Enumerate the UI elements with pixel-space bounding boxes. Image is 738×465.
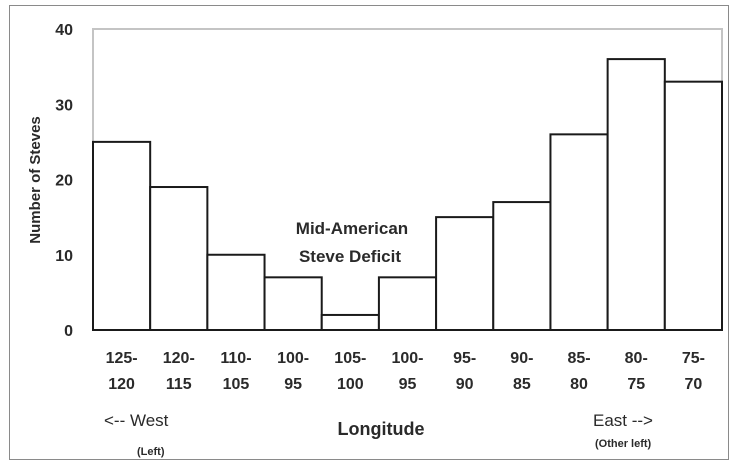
west-label: <-- West	[104, 411, 169, 430]
east-label: East -->	[593, 411, 653, 430]
y-tick-label: 10	[55, 248, 73, 265]
x-category-label: 85-80	[567, 350, 590, 393]
bar	[149, 186, 209, 331]
bar	[92, 140, 152, 331]
x-category-label: 100-95	[277, 350, 309, 393]
bar	[377, 276, 438, 332]
x-axis-label: Longitude	[338, 419, 425, 439]
x-category-label: 100-95	[391, 350, 423, 393]
y-tick-label: 30	[55, 97, 73, 114]
bar	[492, 201, 552, 331]
bar	[206, 253, 266, 331]
bar	[320, 313, 380, 332]
x-axis-categories: 125-120 120-115 110-105 100-95 105-100 100-95…	[106, 350, 705, 393]
east-sublabel: (Other left)	[595, 438, 652, 450]
bar	[549, 133, 609, 331]
x-category-label: 95-90	[453, 350, 476, 393]
bar	[263, 276, 323, 332]
x-category-label: 90-85	[510, 350, 533, 393]
x-category-label: 75-70	[682, 350, 705, 393]
x-category-label: 105-100	[334, 350, 366, 393]
y-axis-ticks: 0 10 20 30 40	[55, 22, 73, 340]
annotation-line-1: Mid-American	[296, 219, 408, 238]
y-tick-label: 0	[64, 323, 73, 340]
y-tick-label: 40	[55, 22, 73, 39]
chart-frame	[9, 5, 729, 460]
x-category-label: 80-75	[625, 350, 648, 393]
west-sublabel: (Left)	[137, 446, 165, 458]
annotation-line-2: Steve Deficit	[299, 247, 401, 266]
bar	[435, 216, 495, 331]
y-tick-label: 20	[55, 173, 73, 190]
x-category-label: 120-115	[163, 350, 195, 393]
bars	[92, 58, 723, 332]
bar	[606, 58, 666, 331]
x-category-label: 125-120	[106, 350, 138, 393]
x-category-label: 110-105	[220, 350, 251, 393]
bar	[663, 80, 723, 331]
y-axis-label: Number of Steves	[27, 116, 44, 244]
